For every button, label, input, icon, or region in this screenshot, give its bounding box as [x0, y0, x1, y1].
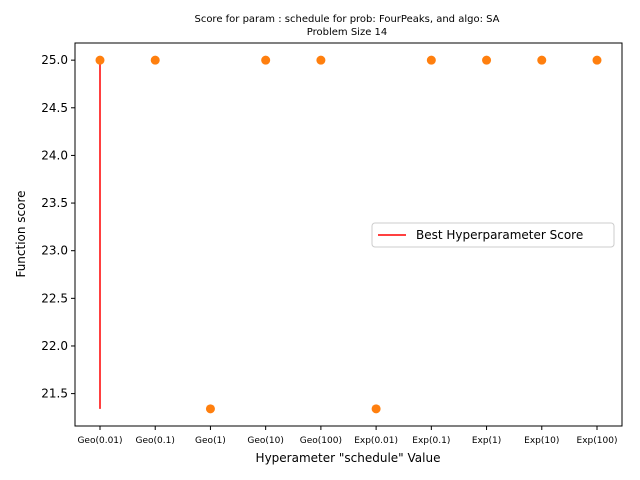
chart-title-line2: Problem Size 14 [307, 27, 388, 38]
y-tick-label: 23.5 [41, 196, 68, 210]
y-tick-label: 25.0 [41, 53, 68, 67]
x-tick-label: Exp(0.01) [354, 436, 398, 446]
plot-area [74, 42, 623, 427]
x-tick-label: Exp(100) [577, 436, 618, 446]
x-tick-label: Geo(1) [195, 436, 226, 446]
x-tick-label: Geo(10) [247, 436, 284, 446]
y-tick-label: 23.0 [41, 244, 68, 258]
data-point [316, 55, 326, 65]
x-tick-label: Exp(1) [472, 436, 501, 446]
legend-box [371, 222, 615, 248]
data-point [150, 55, 160, 65]
chart-title-line1: Score for param : schedule for prob: Fou… [194, 14, 499, 25]
data-point [592, 55, 602, 65]
x-tick-label: Geo(100) [300, 436, 342, 446]
y-tick-label: 24.5 [41, 101, 68, 115]
x-tick-label: Geo(0.1) [136, 436, 175, 446]
x-tick-label: Exp(0.1) [412, 436, 450, 446]
data-point [205, 404, 215, 414]
data-point [537, 55, 547, 65]
y-axis: 21.5 22.0 22.5 23.0 23.5 24.0 24.5 25.0 [41, 53, 75, 401]
y-tick-label: 22.5 [41, 291, 68, 305]
x-axis-label: Hyperameter "schedule" Value [256, 451, 441, 465]
data-point [261, 55, 271, 65]
legend-label-best-score: Best Hyperparameter Score [416, 228, 583, 242]
data-point [95, 55, 105, 65]
y-tick-label: 22.0 [41, 339, 68, 353]
y-tick-label: 21.5 [41, 387, 68, 401]
score-points [95, 55, 602, 414]
data-point [426, 55, 436, 65]
x-tick-label: Geo(0.01) [77, 436, 122, 446]
x-axis: Geo(0.01) Geo(0.1) Geo(1) Geo(10) Geo(100) Ex… [77, 426, 617, 446]
legend: Best Hyperparameter Score [371, 222, 615, 248]
y-tick-label: 24.0 [41, 148, 68, 162]
data-point [482, 55, 492, 65]
x-tick-label: Exp(10) [524, 436, 559, 446]
y-axis-label: Function score [14, 190, 28, 277]
data-point [371, 404, 381, 414]
